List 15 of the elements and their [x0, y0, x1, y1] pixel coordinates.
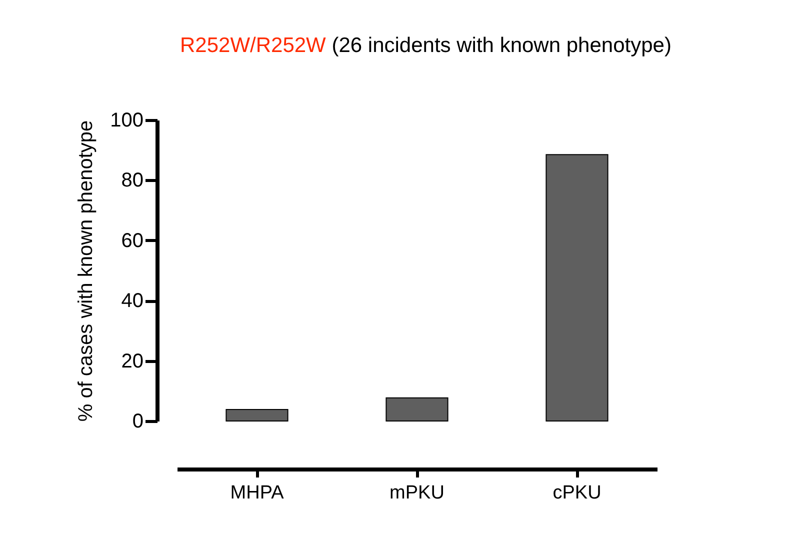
- bar: [386, 397, 448, 422]
- y-tick-label: 60: [121, 230, 144, 252]
- chart-subtitle: (26 incidents with known phenotype): [332, 34, 672, 57]
- y-tick-label: 0: [132, 410, 144, 432]
- x-tick-label: cPKU: [552, 482, 602, 504]
- y-tick-label: 100: [110, 110, 144, 132]
- bar: [546, 154, 608, 422]
- x-tick-label: MHPA: [230, 482, 284, 504]
- x-tick-label: mPKU: [390, 482, 444, 504]
- chart-title: R252W/R252W: [180, 34, 326, 57]
- y-axis-title: % of cases with known phenotype: [75, 120, 98, 422]
- y-tick-label: 20: [121, 350, 144, 372]
- bar: [226, 409, 288, 422]
- y-tick-label: 40: [121, 290, 144, 312]
- y-tick-label: 80: [121, 170, 144, 192]
